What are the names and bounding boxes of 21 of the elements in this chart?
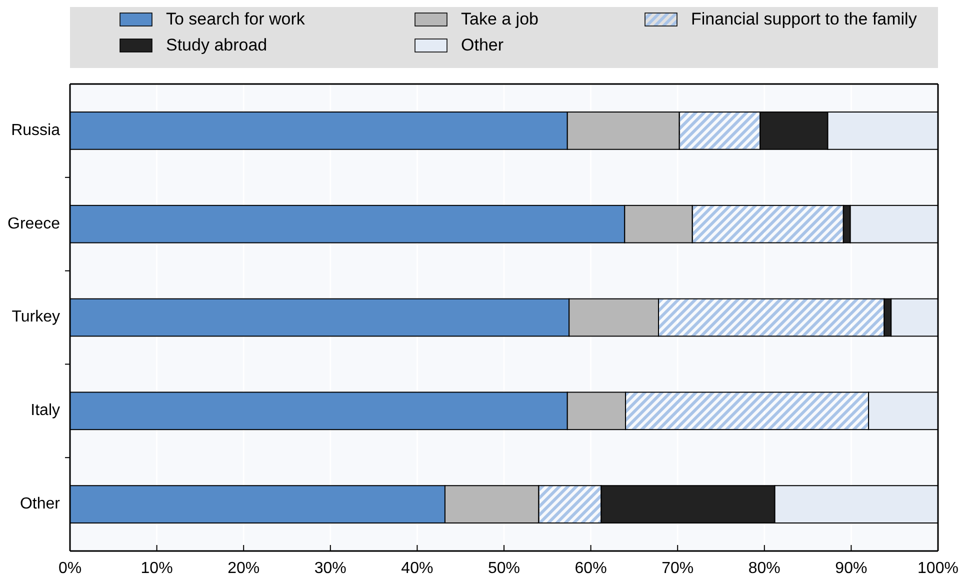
x-tick-label: 80% [748,560,780,577]
y-tick-label: Greece [8,215,60,232]
legend-label: Take a job [461,9,538,28]
y-tick-label: Italy [30,402,60,420]
x-tick-label: 70% [662,560,694,577]
x-tick-label: 20% [228,560,260,577]
y-tick-label: Other [20,496,61,513]
x-tick-label: 10% [140,560,173,577]
x-tick-label: 100% [918,560,958,577]
legend-label: Other [461,35,504,54]
x-tick-label: 50% [488,560,520,577]
x-tick-label: 0% [58,560,82,577]
legend-label: To search for work [166,9,306,28]
x-tick-label: 60% [574,560,607,577]
y-tick-label: Russia [11,122,60,139]
legend-label: Study abroad [166,35,268,54]
x-tick-label: 30% [314,560,346,577]
y-tick-label: Turkey [12,308,60,326]
x-tick-label: 40% [401,560,434,577]
x-tick-label: 90% [835,560,868,577]
legend-label: Financial support to the family [691,9,918,28]
